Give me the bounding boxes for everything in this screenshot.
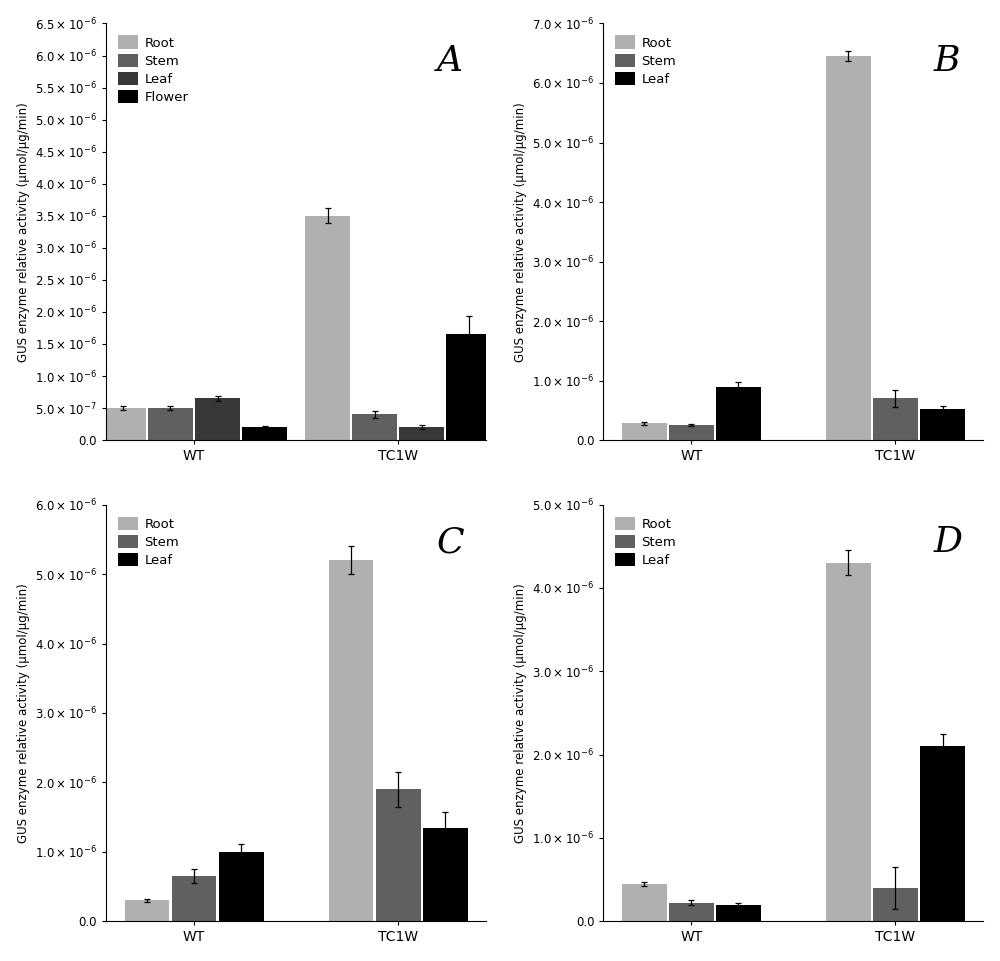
Y-axis label: GUS enzyme relative activity (μmol/μg/min): GUS enzyme relative activity (μmol/μg/mi… [17, 583, 30, 843]
Y-axis label: GUS enzyme relative activity (μmol/μg/min): GUS enzyme relative activity (μmol/μg/mi… [514, 583, 527, 843]
Bar [873, 399, 918, 440]
Y-axis label: GUS enzyme relative activity (μmol/μg/min): GUS enzyme relative activity (μmol/μg/mi… [514, 102, 527, 361]
Legend: Root, Stem, Leaf: Root, Stem, Leaf [113, 511, 184, 573]
Bar [669, 903, 714, 922]
Bar [423, 827, 468, 922]
Bar [148, 408, 193, 440]
Bar [716, 386, 761, 440]
Text: C: C [437, 526, 464, 559]
Bar [172, 876, 216, 922]
Bar [219, 851, 264, 922]
Bar [716, 904, 761, 922]
Bar [352, 414, 397, 440]
Bar [101, 408, 146, 440]
Bar [622, 424, 667, 440]
Bar [329, 560, 373, 922]
Bar [622, 884, 667, 922]
Text: D: D [934, 526, 963, 559]
Legend: Root, Stem, Leaf: Root, Stem, Leaf [610, 30, 682, 91]
Text: A: A [437, 44, 463, 78]
Bar [376, 789, 421, 922]
Bar [873, 888, 918, 922]
Legend: Root, Stem, Leaf, Flower: Root, Stem, Leaf, Flower [113, 30, 194, 110]
Bar [446, 334, 491, 440]
Bar [242, 428, 287, 440]
Bar [669, 425, 714, 440]
Bar [195, 399, 240, 440]
Text: B: B [934, 44, 960, 78]
Bar [399, 428, 444, 440]
Bar [920, 409, 965, 440]
Bar [826, 563, 871, 922]
Bar [920, 747, 965, 922]
Y-axis label: GUS enzyme relative activity (μmol/μg/min): GUS enzyme relative activity (μmol/μg/mi… [17, 102, 30, 361]
Bar [305, 216, 350, 440]
Legend: Root, Stem, Leaf: Root, Stem, Leaf [610, 511, 682, 573]
Bar [826, 56, 871, 440]
Bar [125, 900, 169, 922]
